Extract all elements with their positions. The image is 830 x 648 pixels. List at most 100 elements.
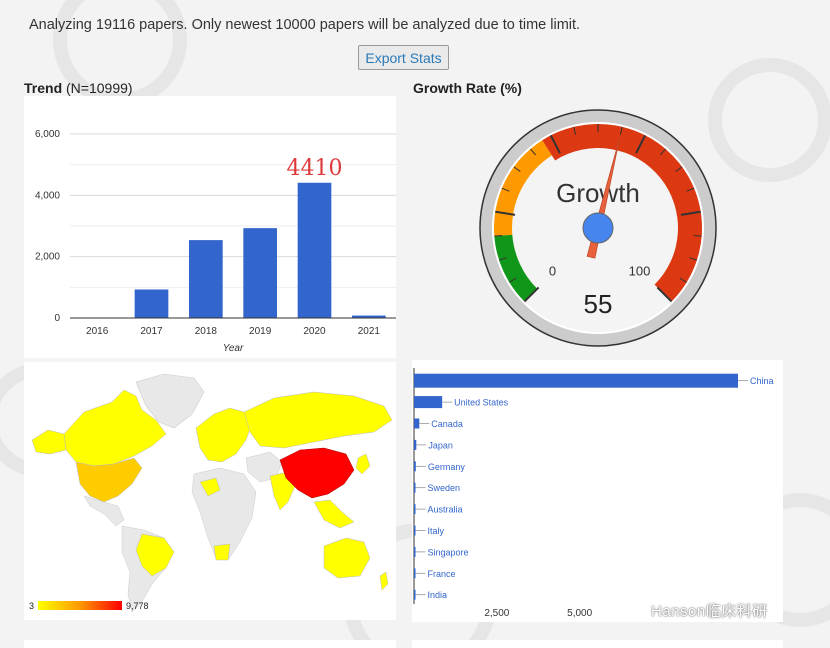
- map-legend-min: 3: [29, 601, 34, 611]
- country-bar[interactable]: [414, 439, 417, 450]
- trend-bar-2018[interactable]: [188, 240, 223, 318]
- country-label: Germany: [428, 462, 466, 472]
- trend-title-bold: Trend: [24, 80, 63, 96]
- gauge-tick: [513, 166, 521, 172]
- country-label: China: [750, 376, 774, 386]
- map-southeast-asia: [313, 499, 355, 529]
- trend-y-tick-label: 4,000: [35, 190, 60, 201]
- gauge-band-red: [542, 123, 703, 302]
- country-x-tick-label: 2,500: [484, 608, 509, 619]
- country-label: United States: [454, 398, 509, 408]
- trend-x-tick-label: 2021: [358, 326, 381, 337]
- map-new-zealand: [379, 571, 389, 591]
- trend-chart-panel: 2016 2017 2018 2019 2020 2021 0 2,000 4,000 6,00…: [24, 96, 396, 358]
- gauge-tick: [693, 235, 702, 237]
- trend-bar-2020[interactable]: [297, 182, 332, 318]
- trend-title-count: (N=10999): [62, 80, 133, 96]
- map-alaska: [31, 429, 67, 455]
- trend-bar-chart: 2016 2017 2018 2019 2020 2021 0 2,000 4,000 6,00…: [35, 129, 396, 354]
- gauge-tick: [530, 148, 537, 156]
- trend-x-tick-label: 2017: [140, 326, 163, 337]
- gauge-tick: [659, 148, 666, 156]
- country-label: Sweden: [428, 483, 461, 493]
- country-label: Canada: [431, 419, 463, 429]
- gauge-tick: [686, 187, 695, 192]
- map-south-africa: [213, 543, 231, 561]
- trend-title: Trend (N=10999): [24, 80, 133, 96]
- country-bar[interactable]: [414, 546, 416, 557]
- world-map: 3 9,778: [29, 373, 393, 613]
- trend-bar-2021[interactable]: [351, 315, 386, 318]
- trend-annotation-label: 4410: [287, 156, 343, 181]
- trend-bar-2019[interactable]: [243, 228, 278, 318]
- map-legend-gradient: [38, 601, 122, 610]
- country-label: Italy: [428, 526, 445, 536]
- gauge-min-label: 0: [549, 263, 556, 278]
- growth-title: Growth Rate (%): [413, 80, 522, 96]
- country-x-tick-label: 5,000: [567, 608, 592, 619]
- gauge-tick: [501, 187, 510, 192]
- export-stats-button[interactable]: Export Stats: [358, 45, 449, 70]
- gauge-band-green: [494, 234, 538, 302]
- gauge-tick: [498, 257, 507, 261]
- gauge-tick: [679, 277, 687, 283]
- country-label: France: [428, 569, 456, 579]
- map-greenland: [135, 373, 205, 429]
- analysis-info-text: Analyzing 19116 papers. Only newest 1000…: [29, 17, 581, 33]
- watermark-label: Hanson临床科研: [651, 603, 768, 620]
- map-japan: [355, 453, 371, 475]
- trend-x-tick-label: 2018: [195, 326, 218, 337]
- gauge-tick: [656, 286, 673, 303]
- country-bar[interactable]: [414, 461, 416, 472]
- map-legend-max: 9,778: [126, 601, 149, 611]
- map-australia: [323, 537, 371, 579]
- map-russia: [243, 391, 393, 449]
- country-bar-chart: China United States Canada Japan Germany Swed…: [413, 368, 774, 619]
- gauge-tick: [635, 134, 647, 154]
- gauge-tick: [573, 126, 577, 135]
- country-chart-panel: China United States Canada Japan Germany Swed…: [412, 360, 783, 622]
- watermark-text: Hanson临床科研: [623, 600, 768, 621]
- map-brazil: [135, 533, 175, 577]
- trend-bar-2017[interactable]: [134, 289, 169, 318]
- country-label: India: [428, 590, 448, 600]
- country-bar[interactable]: [414, 589, 416, 600]
- gauge-max-label: 100: [629, 263, 651, 278]
- map-europe: [195, 407, 253, 463]
- trend-x-tick-label: 2020: [303, 326, 326, 337]
- country-label: Australia: [428, 505, 463, 515]
- growth-gauge: Growth 0 100 55: [479, 109, 717, 347]
- gauge-tick: [494, 235, 503, 237]
- world-map-panel: 3 9,778: [24, 362, 396, 620]
- trend-x-tick-label: 2019: [249, 326, 272, 337]
- gauge-value: 55: [584, 289, 613, 319]
- gauge-tick: [619, 126, 623, 135]
- country-bar[interactable]: [414, 482, 416, 493]
- gauge-tick: [680, 210, 701, 216]
- gauge-needle-hub: [582, 212, 614, 244]
- gauge-band-orange: [494, 140, 552, 237]
- trend-x-tick-label: 2016: [86, 326, 109, 337]
- gauge-tick: [495, 210, 516, 216]
- trend-y-tick-label: 2,000: [35, 252, 60, 263]
- country-bar[interactable]: [414, 396, 443, 409]
- country-label: Singapore: [428, 547, 469, 557]
- map-united-states: [75, 457, 143, 503]
- country-bar[interactable]: [414, 418, 420, 429]
- country-label: Japan: [428, 440, 453, 450]
- map-africa-yellow: [199, 477, 221, 497]
- gauge-tick: [675, 166, 683, 172]
- country-bar[interactable]: [414, 373, 738, 388]
- gauge-tick: [523, 286, 540, 303]
- gauge-label: Growth: [556, 178, 640, 208]
- map-mexico: [83, 495, 125, 527]
- trend-y-tick-label: 6,000: [35, 129, 60, 140]
- country-bar[interactable]: [414, 568, 416, 579]
- country-bar[interactable]: [414, 525, 416, 536]
- trend-y-tick-label: 0: [54, 313, 60, 324]
- trend-x-axis-title: Year: [223, 343, 244, 354]
- wechat-icon: [620, 602, 645, 620]
- gauge-tick: [689, 257, 698, 261]
- map-china: [279, 447, 355, 499]
- country-bar[interactable]: [414, 504, 416, 515]
